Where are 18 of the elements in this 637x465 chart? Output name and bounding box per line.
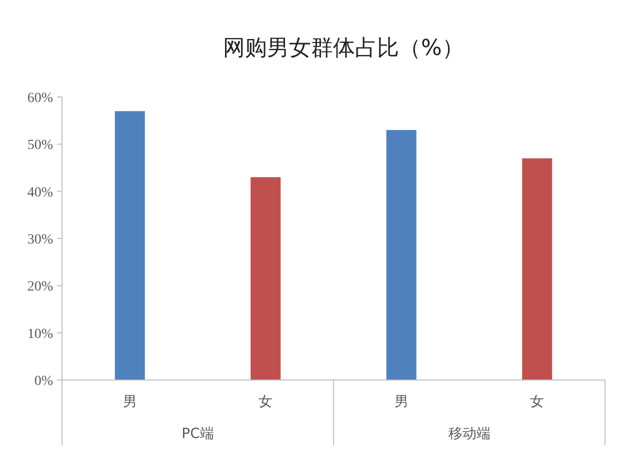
y-tick-label: 40% <box>27 185 54 200</box>
y-tick-label: 10% <box>27 326 54 342</box>
y-tick-label: 60% <box>27 91 54 106</box>
chart-title: 网购男女群体占比（%） <box>223 36 464 61</box>
text: 移动端 <box>448 426 490 442</box>
y-tick-label: 20% <box>27 280 54 295</box>
x-tick-label: 男 <box>394 394 408 410</box>
x-tick-label: 女 <box>258 394 273 410</box>
bar <box>250 177 281 380</box>
bar <box>386 130 416 380</box>
bar <box>114 111 145 380</box>
y-tick-label: 30% <box>27 232 54 248</box>
y-tick-label: 0% <box>34 374 54 389</box>
bar <box>522 158 552 380</box>
x-tick-label: 女 <box>530 394 544 410</box>
text: PC端 <box>182 426 214 442</box>
x-tick-label: 男 <box>122 394 137 410</box>
y-tick-label: 50% <box>27 138 54 154</box>
